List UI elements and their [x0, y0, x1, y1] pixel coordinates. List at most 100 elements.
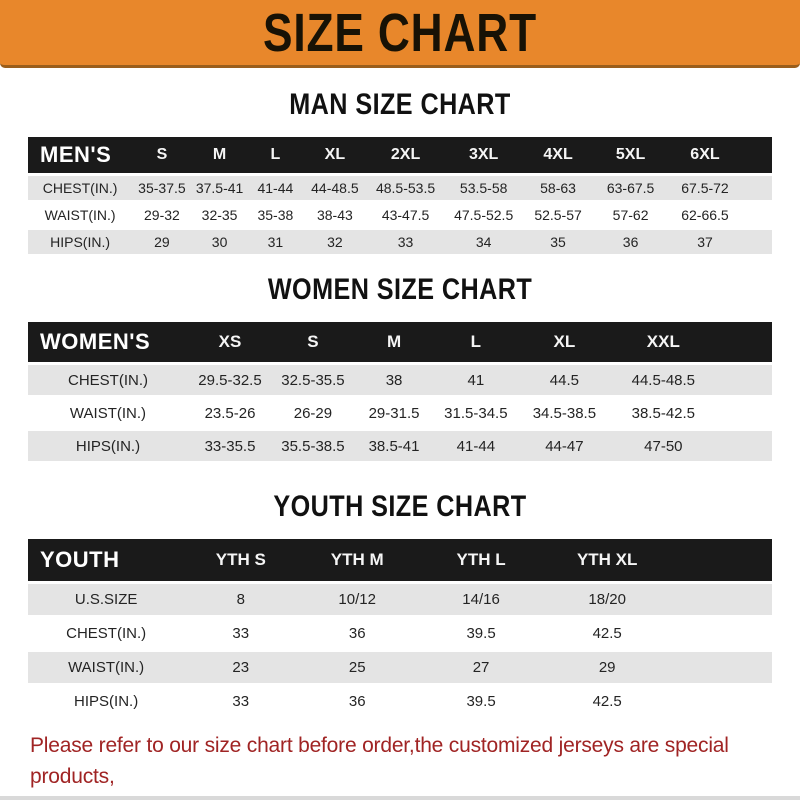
- table-row: HIPS(IN.) 33-35.5 35.5-38.5 38.5-41 41-44 44-…: [28, 431, 772, 461]
- notice-line-1: Please refer to our size chart before or…: [30, 734, 729, 788]
- size-value: 26-29: [272, 398, 354, 428]
- size-value: 44-47: [517, 431, 612, 461]
- table-row: CHEST(IN.) 29.5-32.5 32.5-35.5 38 41 44.5 44.5…: [28, 365, 772, 395]
- table-row: WAIST(IN.) 23.5-26 26-29 29-31.5 31.5-34.5 34…: [28, 398, 772, 428]
- size-value: 29: [132, 230, 192, 254]
- row-label: WAIST(IN.): [28, 203, 133, 227]
- column-header: 3XL: [444, 137, 523, 173]
- size-table: MEN'S S M L XL 2XL 3XL 4XL 5XL 6XL CHEST(IN.) 35-37…: [28, 134, 772, 257]
- table-header-row: MEN'S S M L XL 2XL 3XL 4XL 5XL 6XL: [28, 137, 772, 173]
- value-spacer: [669, 652, 772, 683]
- size-value: 32-35: [191, 203, 248, 227]
- size-value: 35: [522, 230, 594, 254]
- column-header: XS: [187, 322, 273, 362]
- size-value: 38-43: [303, 203, 367, 227]
- size-value: 29-32: [132, 203, 192, 227]
- size-value: 63-67.5: [593, 176, 668, 200]
- column-header: S: [132, 137, 192, 173]
- size-value: 39.5: [417, 618, 546, 649]
- column-header: 5XL: [593, 137, 668, 173]
- table-row: HIPS(IN.) 29 30 31 32 33 34 35 36 37: [28, 230, 772, 254]
- size-value: 33: [366, 230, 445, 254]
- size-value: 31: [247, 230, 304, 254]
- size-value: 38.5-41: [353, 431, 435, 461]
- value-spacer: [715, 431, 772, 461]
- column-header: YTH M: [297, 539, 418, 581]
- size-value: 44-48.5: [303, 176, 367, 200]
- size-value: 29: [545, 652, 670, 683]
- size-value: 25: [297, 652, 418, 683]
- men-size-table: MEN'S S M L XL 2XL 3XL 4XL 5XL 6XL CHEST(IN.) 35-37…: [28, 134, 772, 257]
- size-value: 14/16: [417, 584, 546, 615]
- value-spacer: [715, 365, 772, 395]
- size-value: 35.5-38.5: [272, 431, 354, 461]
- youth-section-heading: YOUTH SIZE CHART: [273, 490, 527, 523]
- header-spacer: [669, 539, 772, 581]
- column-header: M: [191, 137, 248, 173]
- table-header-row: WOMEN'S XS S M L XL XXL: [28, 322, 772, 362]
- size-value: 44.5-48.5: [611, 365, 716, 395]
- size-value: 42.5: [545, 618, 670, 649]
- size-value: 38.5-42.5: [611, 398, 716, 428]
- table-header-label: WOMEN'S: [28, 322, 188, 362]
- table-header-label: YOUTH: [28, 539, 185, 581]
- header-spacer: [742, 137, 772, 173]
- size-value: 67.5-72: [667, 176, 743, 200]
- size-value: 41-44: [247, 176, 304, 200]
- row-label: WAIST(IN.): [28, 398, 188, 428]
- table-row: CHEST(IN.) 35-37.5 37.5-41 41-44 44-48.5 48.5…: [28, 176, 772, 200]
- table-row: CHEST(IN.) 33 36 39.5 42.5: [28, 618, 772, 649]
- column-header: M: [353, 322, 435, 362]
- column-header: 2XL: [366, 137, 445, 173]
- size-value: 36: [297, 686, 418, 717]
- value-spacer: [742, 176, 772, 200]
- size-value: 27: [417, 652, 546, 683]
- size-value: 8: [184, 584, 298, 615]
- banner-title: SIZE CHART: [263, 2, 537, 63]
- size-value: 36: [297, 618, 418, 649]
- size-value: 39.5: [417, 686, 546, 717]
- size-value: 34.5-38.5: [517, 398, 612, 428]
- banner: SIZE CHART: [0, 0, 800, 68]
- size-value: 18/20: [545, 584, 670, 615]
- value-spacer: [715, 398, 772, 428]
- size-value: 62-66.5: [667, 203, 743, 227]
- row-label: HIPS(IN.): [28, 431, 188, 461]
- size-value: 35-37.5: [132, 176, 192, 200]
- size-value: 30: [191, 230, 248, 254]
- column-header: S: [272, 322, 354, 362]
- size-value: 36: [593, 230, 668, 254]
- size-value: 38: [353, 365, 435, 395]
- size-value: 58-63: [522, 176, 594, 200]
- value-spacer: [669, 618, 772, 649]
- table-row: U.S.SIZE 8 10/12 14/16 18/20: [28, 584, 772, 615]
- size-value: 52.5-57: [522, 203, 594, 227]
- size-value: 47.5-52.5: [444, 203, 523, 227]
- bottom-edge-strip: [0, 796, 800, 800]
- size-value: 44.5: [517, 365, 612, 395]
- header-spacer: [715, 322, 772, 362]
- column-header: YTH XL: [545, 539, 670, 581]
- row-label: U.S.SIZE: [28, 584, 185, 615]
- size-value: 31.5-34.5: [434, 398, 518, 428]
- row-label: HIPS(IN.): [28, 230, 133, 254]
- size-value: 53.5-58: [444, 176, 523, 200]
- column-header: XL: [517, 322, 612, 362]
- row-label: WAIST(IN.): [28, 652, 185, 683]
- column-header: YTH L: [417, 539, 546, 581]
- value-spacer: [669, 584, 772, 615]
- value-spacer: [742, 230, 772, 254]
- row-label: CHEST(IN.): [28, 618, 185, 649]
- women-section-heading: WOMEN SIZE CHART: [267, 273, 533, 306]
- size-value: 41: [434, 365, 518, 395]
- size-value: 23: [184, 652, 298, 683]
- size-value: 32: [303, 230, 367, 254]
- size-value: 32.5-35.5: [272, 365, 354, 395]
- size-value: 34: [444, 230, 523, 254]
- size-value: 43-47.5: [366, 203, 445, 227]
- size-value: 29-31.5: [353, 398, 435, 428]
- column-header: 6XL: [667, 137, 743, 173]
- column-header: L: [434, 322, 518, 362]
- column-header: XXL: [611, 322, 716, 362]
